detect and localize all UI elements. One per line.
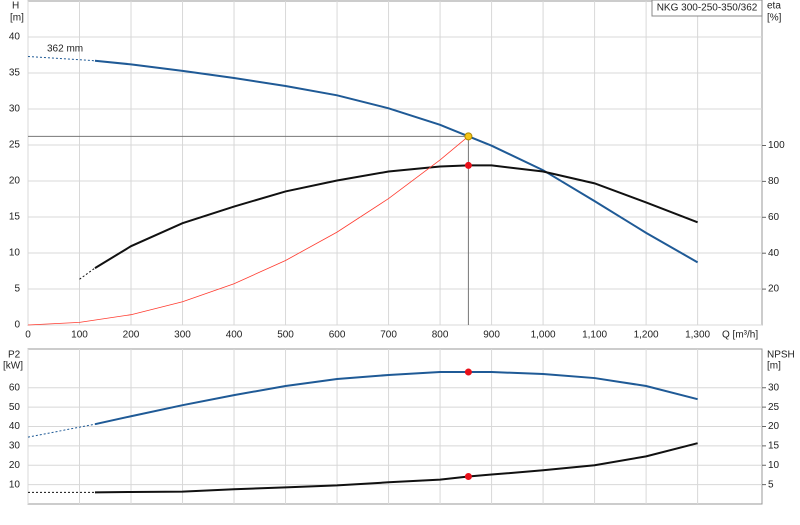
y-tick-label: 15	[9, 212, 21, 223]
y2-tick-label: 80	[768, 176, 780, 187]
y-tick-label: 5	[14, 284, 20, 295]
x-tick-label: 1,300	[685, 330, 710, 341]
plot-area	[27, 0, 763, 326]
curve	[27, 423, 96, 438]
y2-tick-label: 5	[768, 479, 774, 490]
x-tick-label: 600	[329, 330, 346, 341]
x-tick-label: 300	[174, 330, 191, 341]
y-tick-label: 40	[9, 32, 21, 43]
y-axis-label: H	[12, 1, 19, 12]
legend-title: NKG 300-250-350/362	[657, 3, 758, 14]
duty-point	[464, 132, 473, 141]
y-axis-label: P2	[8, 350, 21, 361]
y-tick-label: 10	[9, 479, 21, 490]
curve	[94, 164, 698, 269]
y-tick-label: 25	[9, 140, 21, 151]
curve	[27, 136, 469, 326]
y-tick-label: 20	[9, 460, 21, 471]
y2-axis-label: eta	[767, 1, 781, 12]
y2-tick-label: 25	[768, 402, 780, 413]
legend-box	[651, 0, 763, 17]
x-tick-label: 0	[25, 330, 31, 341]
x-tick-label: 200	[123, 330, 140, 341]
y2-axis-label: NPSH	[767, 350, 795, 361]
duty-point	[464, 472, 472, 480]
duty-point	[464, 161, 472, 169]
y-tick-label: 50	[9, 402, 21, 413]
y-tick-label: 60	[9, 382, 21, 393]
x-tick-label: 400	[226, 330, 243, 341]
y-tick-label: 30	[9, 441, 21, 452]
curve	[94, 371, 698, 426]
y2-tick-label: 60	[768, 212, 780, 223]
y-axis-unit: [m]	[10, 13, 24, 24]
x-tick-label: 1,200	[634, 330, 659, 341]
y-tick-label: 0	[14, 320, 20, 331]
x-axis-label: Q [m³/h]	[722, 330, 758, 341]
x-tick-label: 1,000	[531, 330, 556, 341]
y2-tick-label: 10	[768, 460, 780, 471]
x-tick-label: 900	[483, 330, 500, 341]
y2-tick-label: 20	[768, 284, 780, 295]
x-tick-label: 1,100	[582, 330, 607, 341]
annotation: 362 mm	[47, 44, 83, 55]
y2-tick-label: 40	[768, 248, 780, 259]
x-tick-label: 500	[277, 330, 294, 341]
y-tick-label: 40	[9, 421, 21, 432]
y-tick-label: 20	[9, 176, 21, 187]
x-tick-label: 100	[71, 330, 88, 341]
y2-axis-unit: [%]	[767, 13, 782, 24]
y-axis-unit: [kW]	[3, 361, 23, 372]
duty-point	[464, 368, 472, 376]
y2-tick-label: 30	[768, 382, 780, 393]
curve	[94, 442, 698, 494]
y2-tick-label: 20	[768, 421, 780, 432]
curve	[94, 59, 699, 264]
x-tick-label: 700	[380, 330, 397, 341]
y2-tick-label: 100	[768, 140, 785, 151]
y-tick-label: 30	[9, 104, 21, 115]
curve	[79, 267, 96, 280]
x-tick-label: 800	[432, 330, 449, 341]
curve	[27, 55, 95, 62]
y-tick-label: 35	[9, 68, 21, 79]
y2-tick-label: 15	[768, 441, 780, 452]
y2-axis-unit: [m]	[767, 361, 781, 372]
y-tick-label: 10	[9, 248, 21, 259]
